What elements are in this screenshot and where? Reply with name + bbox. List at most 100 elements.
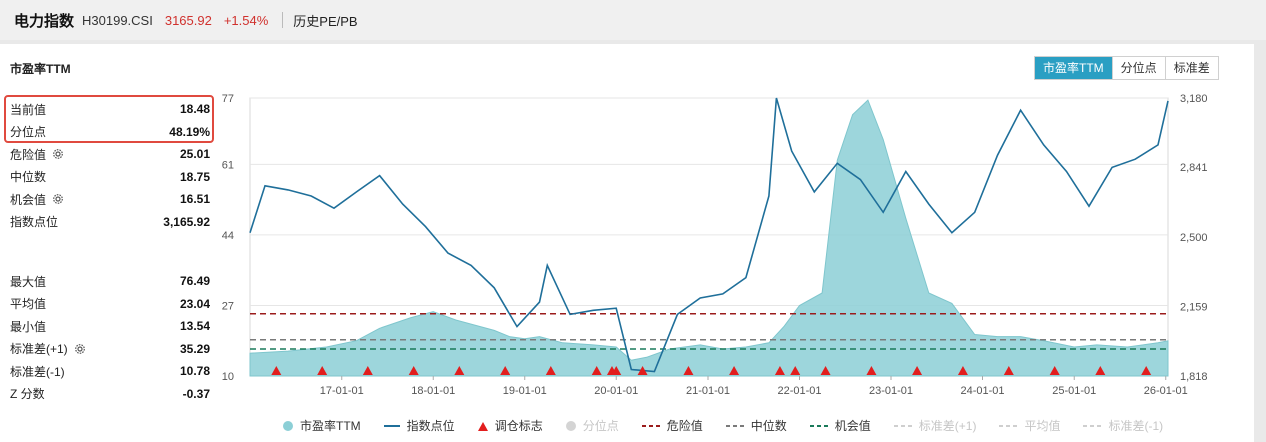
rebalance-marker: [957, 366, 968, 375]
stat-value: 25.01: [179, 147, 210, 162]
x-tick-label: 18-01-01: [411, 385, 455, 397]
tab-std-dev[interactable]: 标准差: [1164, 57, 1218, 79]
stat-label: 危险值: [10, 146, 64, 163]
history-pe-pb-link[interactable]: 历史PE/PB: [293, 13, 358, 29]
legend-label: 指数点位: [406, 419, 455, 433]
gear-icon[interactable]: [74, 343, 86, 355]
index-change: +1.54%: [223, 12, 269, 28]
legend-dot-icon: [283, 420, 293, 431]
y-right-tick-label: 1,818: [1180, 371, 1208, 383]
stat-value: -0.37: [182, 386, 210, 401]
legend-item[interactable]: 机会值: [809, 417, 871, 434]
header-divider: [282, 12, 284, 28]
legend-dash-icon: [999, 424, 1018, 427]
legend-item[interactable]: 标准差(-1): [1082, 417, 1163, 434]
stat-label-text: 标准差(+1): [10, 342, 68, 357]
stat-value: 35.29: [179, 341, 210, 356]
legend-item[interactable]: 指数点位: [383, 417, 455, 434]
index-price: 3165.92: [164, 12, 212, 28]
legend-label: 调仓标志: [494, 419, 543, 433]
stat-value: 18.48: [179, 102, 210, 117]
y-left-tick-label: 77: [222, 93, 234, 105]
legend-item[interactable]: 平均值: [998, 417, 1060, 434]
stat-label: 标准差(-1): [10, 363, 65, 380]
metric-tabs: 市盈率TTM 分位点 标准差: [1034, 56, 1219, 80]
stat-row: 危险值 25.01: [10, 143, 210, 166]
rebalance-marker: [1095, 366, 1106, 375]
stat-value: 16.51: [179, 192, 210, 207]
rebalance-marker: [362, 366, 373, 375]
rebalance-marker: [271, 366, 282, 375]
stat-label-text: 平均值: [10, 297, 47, 312]
x-tick-label: 19-01-01: [503, 385, 547, 397]
current-value-highlight: [4, 95, 214, 143]
x-tick-label: 21-01-01: [686, 385, 730, 397]
stat-label-text: 机会值: [10, 192, 47, 207]
stat-value: 3,165.92: [163, 214, 210, 229]
legend-item[interactable]: 分位点: [565, 417, 619, 434]
stat-label-text: 当前值: [10, 102, 47, 117]
stat-value: 10.78: [179, 364, 210, 379]
tab-pe-ttm[interactable]: 市盈率TTM: [1035, 57, 1112, 79]
legend-label: 标准差(+1): [918, 419, 977, 433]
index-name: 电力指数: [14, 12, 75, 30]
legend-dash-icon: [725, 424, 744, 427]
legend-item[interactable]: 调仓标志: [477, 417, 543, 434]
tab-percentile[interactable]: 分位点: [1111, 57, 1165, 79]
stat-label: 机会值: [10, 191, 64, 208]
legend-item[interactable]: 市盈率TTM: [282, 417, 361, 434]
rebalance-marker: [591, 366, 602, 375]
y-right-tick-label: 3,180: [1180, 93, 1208, 105]
x-tick-label: 26-01-01: [1144, 385, 1188, 397]
gear-icon[interactable]: [52, 193, 64, 205]
stat-label: 当前值: [10, 101, 46, 118]
y-left-tick-label: 44: [222, 230, 234, 242]
rebalance-marker: [729, 366, 740, 375]
legend-label: 平均值: [1024, 419, 1061, 433]
stat-value: 13.54: [179, 319, 210, 334]
legend-line-icon: [383, 424, 400, 427]
rebalance-marker: [1049, 366, 1060, 375]
stat-label-text: 最小值: [10, 319, 47, 334]
stats-top: 当前值 18.48 分位点 48.19% 危险值 25.01 中位数 18.75 机会值 16.5…: [10, 98, 210, 233]
legend-label: 中位数: [750, 419, 787, 433]
stat-row: 最大值 76.49: [10, 270, 210, 293]
stat-row: 最小值 13.54: [10, 315, 210, 338]
stat-label-text: 中位数: [10, 170, 47, 185]
stat-value: 48.19%: [169, 124, 210, 139]
y-left-tick-label: 61: [222, 159, 234, 171]
rebalance-marker: [790, 366, 801, 375]
x-tick-label: 24-01-01: [960, 385, 1004, 397]
stat-label-text: 分位点: [10, 125, 47, 140]
stats-bottom: 最大值 76.49 平均值 23.04 最小值 13.54 标准差(+1) 35.29 标准差(…: [10, 270, 210, 405]
rebalance-marker: [611, 366, 622, 375]
valuation-panel: 市盈率TTM 市盈率TTM 分位点 标准差 当前值 18.48 分位点 48.19% 危…: [0, 44, 1254, 442]
legend-label: 分位点: [582, 419, 619, 433]
stat-value: 23.04: [179, 296, 210, 311]
rebalance-marker: [774, 366, 785, 375]
rebalance-marker: [683, 366, 694, 375]
stat-row: 分位点 48.19%: [10, 121, 210, 144]
stat-row: 标准差(-1) 10.78: [10, 360, 210, 383]
chart-legend: 市盈率TTM 指数点位 调仓标志 分位点 危险值 中位数 机会值 标准差(+1) 平均值 标准差(…: [282, 417, 1185, 434]
legend-dash-icon: [641, 424, 660, 427]
rebalance-marker: [500, 366, 511, 375]
legend-triangle-icon: [477, 421, 488, 431]
stat-label: 分位点: [10, 123, 46, 140]
legend-item[interactable]: 危险值: [641, 417, 703, 434]
stat-label: 指数点位: [10, 213, 58, 230]
gear-icon[interactable]: [52, 148, 64, 160]
y-right-tick-label: 2,159: [1180, 301, 1208, 313]
pe-ttm-area: [249, 99, 1169, 377]
stat-label-text: 标准差(-1): [10, 364, 65, 379]
stat-row: Z 分数 -0.37: [10, 383, 210, 406]
legend-item[interactable]: 标准差(+1): [893, 417, 977, 434]
rebalance-marker: [1003, 366, 1014, 375]
legend-item[interactable]: 中位数: [725, 417, 787, 434]
panel-title: 市盈率TTM: [10, 62, 71, 76]
stat-row: 当前值 18.48: [10, 98, 210, 121]
pe-chart: 77 61 44 27 10 3,180 2,841 2,500 2,159 1,818 17-01…: [222, 93, 1208, 397]
x-tick-label: 22-01-01: [777, 385, 821, 397]
stat-row: 中位数 18.75: [10, 166, 210, 189]
y-left-tick-label: 10: [222, 371, 234, 383]
